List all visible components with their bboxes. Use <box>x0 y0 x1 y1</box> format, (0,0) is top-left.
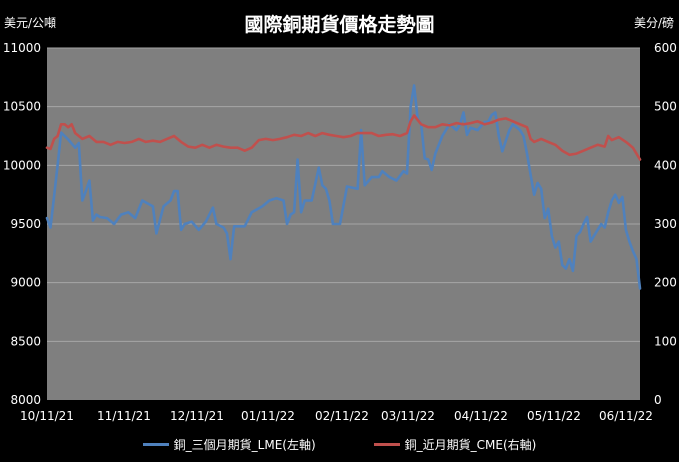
x-tick-label: 02/11/22 <box>315 409 369 423</box>
left-tick-label: 10500 <box>3 100 41 114</box>
right-axis-unit: 美分/磅 <box>633 16 674 30</box>
left-tick-label: 9000 <box>10 276 41 290</box>
x-tick-label: 05/11/22 <box>527 409 581 423</box>
left-tick-label: 10000 <box>3 158 41 172</box>
right-tick-label: 0 <box>654 393 662 407</box>
left-tick-label: 8000 <box>10 393 41 407</box>
right-tick-label: 500 <box>654 100 677 114</box>
legend: 銅_三個月期貨_LME(左軸) 銅_近月期貨_CME(右軸) <box>0 436 679 453</box>
x-tick-label: 04/11/22 <box>454 409 508 423</box>
left-tick-label: 11000 <box>3 41 41 55</box>
legend-label-cme: 銅_近月期貨_CME(右軸) <box>404 438 537 452</box>
x-tick-label: 11/11/21 <box>97 409 151 423</box>
left-tick-label: 8500 <box>10 334 41 348</box>
x-tick-label: 03/11/22 <box>381 409 435 423</box>
legend-swatch-cme <box>373 443 400 446</box>
left-tick-label: 9500 <box>10 217 41 231</box>
legend-label-lme: 銅_三個月期貨_LME(左軸) <box>173 438 316 452</box>
right-tick-label: 100 <box>654 334 677 348</box>
legend-item-lme: 銅_三個月期貨_LME(左軸) <box>142 436 316 453</box>
series-line-lme <box>45 84 642 290</box>
x-tick-label: 12/11/21 <box>170 409 224 423</box>
right-tick-label: 200 <box>654 276 677 290</box>
legend-item-cme: 銅_近月期貨_CME(右軸) <box>373 436 537 453</box>
right-tick-label: 400 <box>654 158 677 172</box>
right-tick-label: 600 <box>654 41 677 55</box>
chart-title: 國際銅期貨價格走勢圖 <box>244 14 435 36</box>
x-tick-label: 10/11/21 <box>20 409 74 423</box>
left-axis-unit: 美元/公噸 <box>4 16 57 30</box>
right-tick-label: 300 <box>654 217 677 231</box>
x-tick-label: 06/11/22 <box>599 409 653 423</box>
legend-swatch-lme <box>142 443 169 446</box>
x-tick-label: 01/11/22 <box>241 409 295 423</box>
series-line-cme <box>45 114 642 161</box>
